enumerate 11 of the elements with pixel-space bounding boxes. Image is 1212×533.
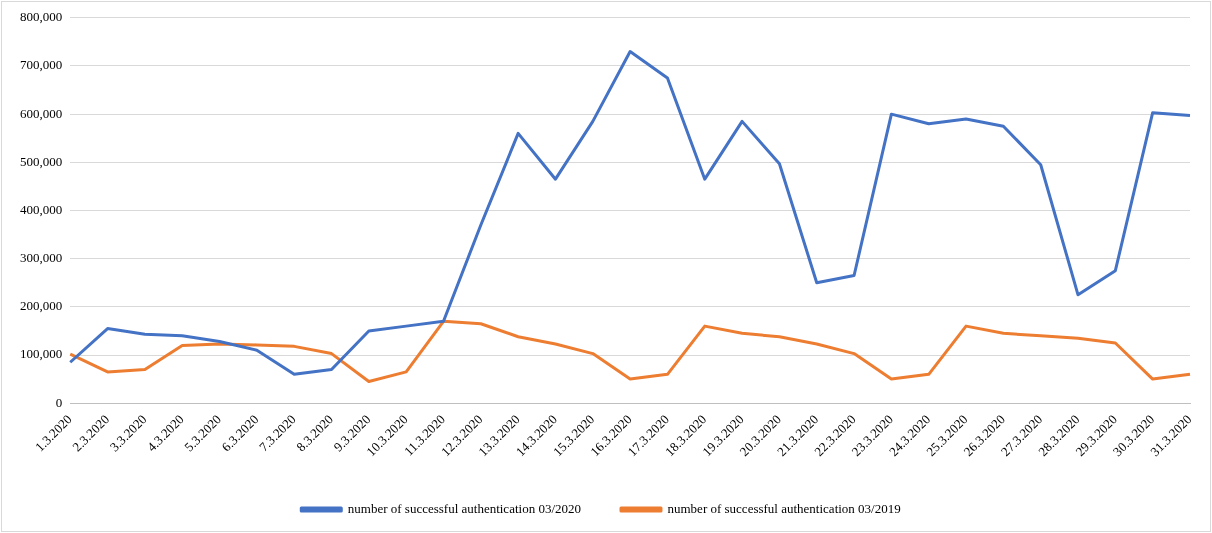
y-tick-label: 100,000	[20, 346, 63, 362]
y-tick-label: 800,000	[20, 9, 63, 25]
y-tick-label: 200,000	[20, 298, 63, 314]
y-tick-label: 400,000	[20, 201, 63, 217]
legend-label: number of successful authentication 03/2019	[667, 500, 901, 516]
y-tick-label: 600,000	[20, 105, 63, 121]
legend-label: number of successful authentication 03/2020	[347, 500, 582, 516]
y-tick-label: 500,000	[20, 153, 63, 169]
y-tick-label: 300,000	[20, 250, 63, 266]
y-tick-label: 700,000	[20, 57, 63, 73]
y-tick-label: 0	[55, 394, 63, 410]
